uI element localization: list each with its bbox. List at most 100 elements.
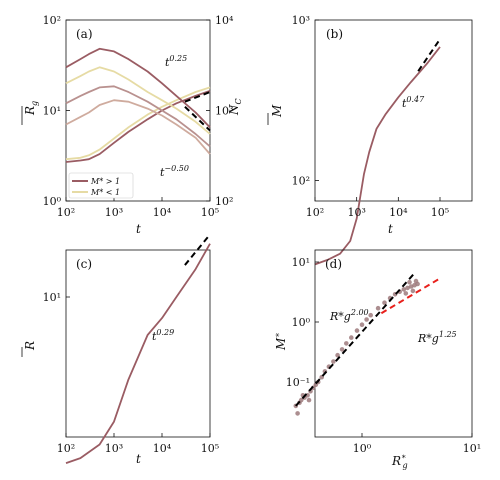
panel-b-xtick-label: 10⁵: [431, 206, 449, 219]
panel-b-guide-label-1-base: t: [402, 97, 407, 110]
panel-b-ylabel: M: [270, 104, 284, 118]
panel-a-guides: t0.25t−0.50: [160, 54, 211, 179]
panel-d-point: [359, 322, 365, 328]
panel-d-guide-label-1-base: R*g: [329, 310, 351, 323]
panel-c-ticks: 10² 10³ 10⁴ 10⁵ 10¹: [43, 291, 220, 455]
panel-a-xtick-label: 10²: [57, 206, 75, 219]
panel-a-series-line-4: [65, 66, 211, 135]
panel-a-tag: (a): [76, 27, 93, 41]
panel-d-point: [364, 317, 369, 322]
panel-d-point: [344, 341, 349, 346]
panel-d-point: [295, 411, 300, 416]
panel-d-point: [368, 312, 374, 318]
panel-a-ytick-label: 10²: [43, 14, 61, 27]
panel-a-xlabel: t: [136, 222, 141, 236]
panel-b-xtick-label: 10³: [347, 206, 365, 219]
panel-c-guide-label-1: t0.29: [152, 328, 174, 343]
panel-d-point: [410, 288, 416, 294]
panel-d-guide-label-2-base: R*g: [417, 332, 439, 345]
panel-a-series: [65, 47, 211, 163]
panel-a-guide-label-2-base: t: [160, 166, 165, 179]
panel-c-xlabel: t: [136, 452, 141, 466]
panel-d-point: [403, 291, 409, 296]
legend-label-mstar-gt1: M* > 1: [90, 177, 120, 186]
panel-b-ytick-label: 10²: [292, 175, 310, 188]
panel-d-ylabel: M∗: [273, 332, 288, 351]
panel-b-guide-label-1-exponent: 0.47: [406, 95, 425, 104]
panel-c-xtick-label: 10²: [57, 442, 75, 455]
panel-d-point: [354, 328, 360, 333]
panel-a-right-ytick-label: 10⁴: [215, 14, 234, 27]
panel-c-xtick-label: 10⁵: [201, 442, 219, 455]
panel-c-guide-label-1-exponent: 0.29: [156, 328, 174, 337]
panel-b-xtick-label: 10²: [306, 206, 324, 219]
panel-a-guide-label-2: t−0.50: [160, 164, 189, 179]
panel-d-guide-label-1: R*g2.00: [329, 308, 369, 323]
legend-label-mstar-lt1: M* < 1: [90, 188, 120, 197]
panel-d-point: [407, 279, 412, 285]
panel-d-tag: (d): [325, 257, 342, 271]
panel-a-ticks: 10² 10³ 10⁴ 10⁵ 10⁰ 10¹ 10² 10² 10³ 10⁴: [43, 14, 234, 219]
panel-c-guide-label-1-base: t: [152, 330, 157, 343]
panel-a-guide-line-2: [184, 106, 211, 132]
panel-b-ytick-label: 10³: [292, 14, 310, 27]
panel-d-guide-label-1-exponent: 2.00: [350, 308, 369, 317]
panel-d-point: [375, 305, 381, 311]
panel-a-guide-line-1: [184, 91, 211, 103]
panel-d-frame: [314, 249, 473, 438]
panel-a-ytick-label: 10¹: [43, 105, 61, 118]
panel-a-xtick-label: 10³: [105, 206, 123, 219]
panel-b-guides: t0.47: [402, 38, 441, 110]
panel-d-xtick-label: 10¹: [463, 442, 481, 455]
panel-d-point: [413, 278, 419, 284]
panel-b-series: [314, 46, 441, 266]
panel-a-right-ytick-label: 10³: [215, 105, 233, 118]
panel-d-point: [401, 287, 407, 292]
panel-d-point: [298, 397, 304, 403]
panel-a-series-line-1: [65, 89, 211, 163]
panel-b-xtick-label: 10⁴: [389, 206, 408, 219]
panel-a-series-line-3: [65, 85, 211, 148]
panel-a-right-ytick-label: 10²: [215, 195, 233, 208]
panel-b-frame: [314, 19, 473, 202]
panel-c-tag: (c): [76, 257, 92, 271]
panel-c-ytick-label: 10¹: [43, 291, 61, 304]
panel-a-series-line-6: [65, 99, 211, 155]
panel-a-ytick-label: 10⁰: [43, 195, 62, 208]
panel-a-guide-label-1-base: t: [165, 56, 170, 69]
panel-d-ytick-label: 10¹: [292, 256, 310, 269]
panel-b-tag: (b): [326, 27, 343, 41]
panel-d-guide-label-2: R*g1.25: [417, 330, 457, 345]
panel-d-point: [335, 352, 340, 358]
panel-a-guide-label-2-exponent: −0.50: [164, 164, 189, 173]
panel-d-guide-label-2-exponent: 1.25: [439, 330, 457, 339]
panel-b-guide-line-1: [417, 38, 441, 72]
panel-c-ylabel: R: [23, 341, 37, 351]
panel-a-xtick-label: 10⁵: [201, 206, 219, 219]
panel-b-series-line-1: [314, 46, 441, 266]
panel-a-ylabel: Rg: [23, 101, 39, 116]
panel-a-series-line-5: [65, 47, 211, 129]
panel-d-point: [306, 397, 312, 403]
panel-c-series: [65, 243, 211, 464]
panel-d-point: [339, 347, 345, 352]
panel-d-series: [293, 278, 420, 416]
panel-a-series-line-2: [65, 86, 211, 161]
panel-b: (b) t M 10² 10³ 10⁴ 10⁵ 10² 10³ t0.47: [267, 14, 473, 266]
panel-a-legend: M* > 1 M* < 1: [68, 172, 134, 199]
panel-c-frame: [65, 249, 211, 438]
panel-c-xtick-label: 10⁴: [153, 442, 172, 455]
panel-d-guides: R*g2.00R*g1.25: [295, 272, 457, 407]
panel-d-ticks: 10⁰ 10¹ 10⁻¹ 10⁰ 10¹: [286, 256, 481, 455]
panel-b-guide-label-1: t0.47: [402, 95, 425, 110]
panel-d-xtick-label: 10⁰: [353, 442, 372, 455]
panel-a: (a) t Rg NC 10² 10³ 10⁴ 10⁵10⁰10¹10²10²10³1…: [21, 14, 243, 236]
panel-b-ticks: 10² 10³ 10⁴ 10⁵ 10² 10³: [292, 14, 450, 219]
panel-c-guide-line-1: [184, 233, 211, 266]
panel-c-xtick-label: 10³: [105, 442, 123, 455]
panel-d-point: [405, 285, 410, 291]
panel-d-point: [331, 359, 336, 364]
